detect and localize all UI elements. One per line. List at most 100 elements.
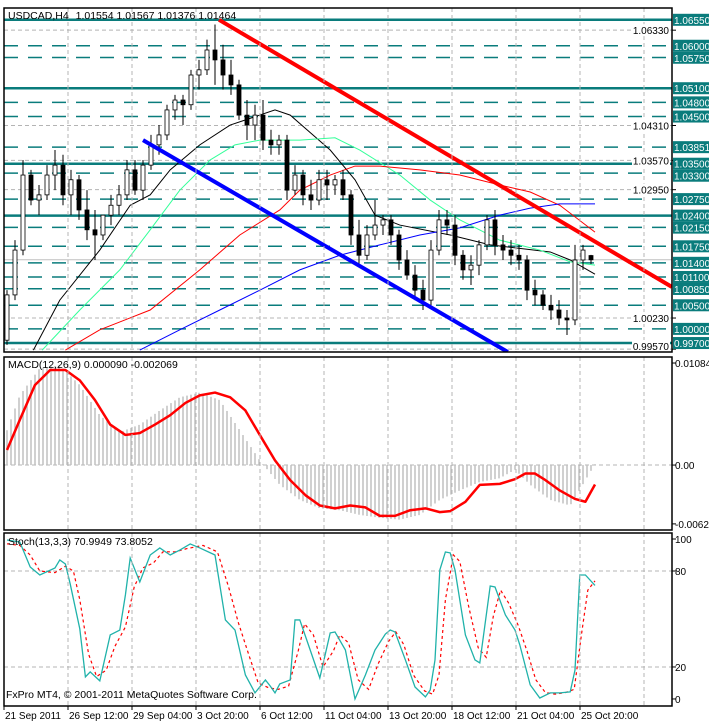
candle-body-bear bbox=[420, 289, 426, 301]
price-axis-label-bg bbox=[632, 312, 670, 325]
candle bbox=[452, 215, 458, 266]
candle-body-bull bbox=[100, 214, 106, 236]
candle bbox=[92, 209, 98, 260]
level-price-label: 1.05100 bbox=[674, 84, 709, 95]
price-axis-label-bg bbox=[632, 340, 670, 352]
price-axis-label: 0.99570 bbox=[633, 342, 670, 353]
candle bbox=[404, 250, 410, 280]
time-axis-label: 21 Oct 04:00 bbox=[517, 711, 575, 722]
level-price-label: 1.04800 bbox=[674, 98, 709, 109]
candle bbox=[508, 240, 514, 266]
candle bbox=[148, 134, 154, 170]
candle-body-bull bbox=[364, 234, 370, 256]
stoch-axis-label: 100 bbox=[675, 535, 692, 546]
level-price-label: 1.01100 bbox=[674, 273, 709, 284]
price-axis-label-bg bbox=[632, 119, 670, 132]
candle bbox=[564, 310, 570, 336]
level-price-label: 1.02150 bbox=[674, 224, 709, 235]
candle-body-bear bbox=[308, 194, 314, 201]
level-price-label: 1.06000 bbox=[674, 42, 709, 53]
price-axis-label: 1.03570 bbox=[633, 156, 670, 167]
panel-border-macd bbox=[3, 356, 673, 531]
candle-body-bull bbox=[204, 49, 210, 71]
candle bbox=[180, 94, 186, 126]
time-axis-label: 21 Sep 2011 bbox=[5, 711, 61, 722]
candle bbox=[308, 179, 314, 210]
candle-body-bear bbox=[92, 229, 98, 236]
stoch-label: Stoch(13,3,3) 70.9949 73.8052 bbox=[8, 536, 153, 548]
candle-body-bear bbox=[564, 317, 570, 321]
time-axis-label: 18 Oct 12:00 bbox=[453, 711, 511, 722]
candle-body-bull bbox=[428, 249, 434, 301]
candle bbox=[204, 39, 210, 76]
candle-body-bull bbox=[52, 164, 58, 176]
level-price-box bbox=[673, 39, 709, 52]
price-axis-label: 1.06330 bbox=[633, 26, 670, 37]
candle bbox=[292, 165, 298, 195]
candle bbox=[140, 159, 146, 201]
macd-panel bbox=[4, 365, 672, 520]
level-price-box bbox=[673, 141, 709, 154]
time-axis-label: 6 Oct 12:00 bbox=[261, 711, 313, 722]
candle-body-bear bbox=[460, 254, 466, 271]
candle bbox=[484, 215, 490, 251]
candle bbox=[572, 244, 578, 326]
candle bbox=[476, 240, 482, 276]
macd-axis-label: -0.00625 bbox=[675, 520, 709, 531]
candle-body-bull bbox=[20, 174, 26, 251]
level-price-label: 1.03851 bbox=[674, 143, 709, 154]
candle bbox=[412, 265, 418, 301]
candle bbox=[276, 134, 282, 155]
level-price-box bbox=[673, 240, 709, 253]
stoch-axis-label: 0 bbox=[675, 695, 681, 706]
level-price-label: 1.00500 bbox=[674, 301, 709, 312]
candle-body-bear bbox=[516, 254, 522, 261]
candle bbox=[516, 244, 522, 270]
candle-body-bull bbox=[44, 174, 50, 196]
panel-border-stoch bbox=[3, 532, 673, 707]
moving-average-ma_long bbox=[139, 203, 595, 351]
candle bbox=[588, 254, 594, 264]
copyright-text: FxPro MT4, © 2001-2011 MetaQuotes Softwa… bbox=[6, 689, 257, 701]
candle-body-bull bbox=[172, 99, 178, 111]
candle bbox=[212, 24, 218, 85]
level-price-box bbox=[673, 221, 709, 234]
level-price-label: 1.00000 bbox=[674, 325, 709, 336]
candle-body-bear bbox=[220, 59, 226, 76]
level-price-box bbox=[673, 13, 709, 26]
price-axis-label-bg bbox=[632, 154, 670, 167]
candle-body-bull bbox=[140, 164, 146, 191]
candle bbox=[252, 104, 258, 141]
candle bbox=[260, 100, 266, 151]
candle bbox=[364, 225, 370, 260]
candle-body-bear bbox=[260, 114, 266, 141]
candle bbox=[12, 240, 18, 301]
candle bbox=[548, 294, 554, 320]
stoch-k-line bbox=[6, 539, 596, 702]
candle-body-bear bbox=[548, 304, 554, 311]
stoch-panel bbox=[4, 539, 672, 702]
level-price-label: 1.05750 bbox=[674, 54, 709, 65]
candle bbox=[332, 175, 338, 195]
candle-body-bear bbox=[356, 234, 362, 256]
level-price-label: 1.00850 bbox=[674, 285, 709, 296]
candle-body-bear bbox=[500, 244, 506, 251]
candle-body-bull bbox=[468, 264, 474, 271]
candle-body-bear bbox=[268, 139, 274, 146]
candle bbox=[444, 209, 450, 235]
candle-body-bull bbox=[332, 179, 338, 186]
candle bbox=[380, 215, 386, 235]
candle bbox=[132, 159, 138, 195]
candle-body-bull bbox=[316, 179, 322, 201]
moving-average-ma_fast bbox=[32, 109, 596, 351]
candle-body-bear bbox=[28, 174, 34, 201]
stoch-axis-label: 80 bbox=[675, 567, 687, 578]
candle bbox=[500, 234, 506, 260]
candle bbox=[388, 215, 394, 245]
level-price-label: 1.03500 bbox=[674, 160, 709, 171]
macd-axis-label: 0.01084 bbox=[675, 359, 709, 370]
stoch-d-line bbox=[6, 543, 596, 695]
level-price-box bbox=[673, 169, 709, 182]
candle-body-bull bbox=[484, 219, 490, 246]
stoch-axis-label: 20 bbox=[675, 663, 687, 674]
